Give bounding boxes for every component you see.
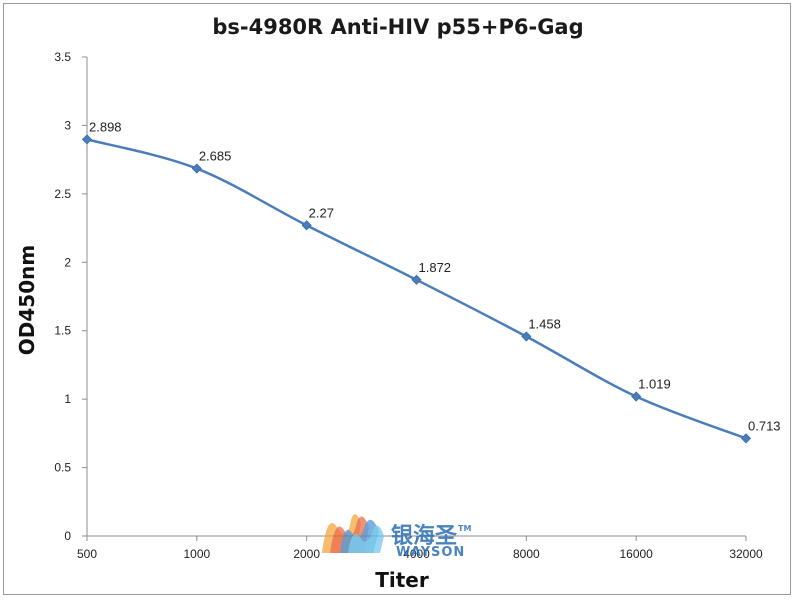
data-label: 2.898 xyxy=(89,119,122,134)
data-point-marker xyxy=(631,391,642,402)
y-tick-label: 0.5 xyxy=(54,461,71,475)
data-label: 1.458 xyxy=(528,316,561,331)
y-tick-label: 1 xyxy=(64,392,71,406)
brand-name-cn: 银海圣 xyxy=(391,523,458,549)
y-tick-label: 3 xyxy=(64,118,71,132)
data-label: 2.685 xyxy=(199,149,232,164)
y-tick-label: 3.5 xyxy=(54,50,71,64)
data-label: 0.713 xyxy=(748,418,781,433)
y-axis: 0 0.5 1 1.5 2 2.5 3 3.5 xyxy=(54,50,88,543)
x-axis: 500 1000 2000 4000 8000 16000 32000 xyxy=(77,535,763,561)
y-axis-title: OD450nm xyxy=(15,245,39,355)
x-tick-label: 1000 xyxy=(183,547,210,561)
x-tick-label: 8000 xyxy=(513,547,540,561)
y-tick-label: 2 xyxy=(64,255,71,269)
data-point-marker xyxy=(521,331,532,342)
data-point-marker xyxy=(740,433,752,444)
brand-name-en: WAYSON xyxy=(396,545,465,560)
x-tick-label: 2000 xyxy=(293,547,320,561)
plot-area: 2.898 2.685 2.27 1.872 1.458 1.019 0.713 xyxy=(81,119,781,444)
data-label: 2.27 xyxy=(309,205,334,220)
y-tick-label: 0 xyxy=(64,529,71,543)
data-label: 1.019 xyxy=(638,377,671,392)
x-tick-label: 32000 xyxy=(729,547,763,561)
x-tick-label: 16000 xyxy=(619,547,653,561)
data-point-marker xyxy=(301,220,312,231)
data-point-marker xyxy=(191,163,202,174)
y-tick-label: 2.5 xyxy=(54,187,71,201)
x-tick-label: 4000 xyxy=(403,547,430,561)
trademark-mark: TM xyxy=(458,524,471,533)
wayson-logo-icon xyxy=(322,514,384,553)
data-point-marker xyxy=(81,134,93,145)
chart-frame xyxy=(3,3,791,595)
series-line xyxy=(86,138,747,440)
data-point-marker xyxy=(411,274,422,285)
chart-title: bs-4980R Anti-HIV p55+P6-Gag xyxy=(212,15,583,39)
brand-watermark: 银海圣 TM WAYSON xyxy=(322,514,471,560)
data-label: 1.872 xyxy=(419,260,452,275)
y-tick-label: 1.5 xyxy=(54,324,71,338)
x-tick-label: 500 xyxy=(77,547,97,561)
x-axis-title: Titer xyxy=(375,568,429,592)
